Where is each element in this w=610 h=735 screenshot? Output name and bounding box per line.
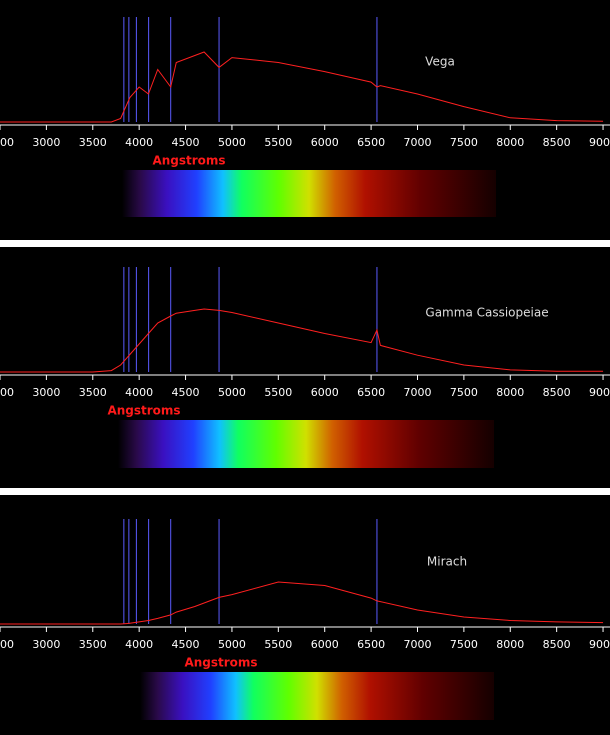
- x-tick-label: 4500: [172, 136, 200, 149]
- x-tick-label: 3000: [32, 136, 60, 149]
- x-tick-label: 8500: [543, 386, 571, 399]
- x-tick-label: 9000: [589, 386, 610, 399]
- x-tick-label: 8500: [543, 136, 571, 149]
- x-tick-label: 3500: [79, 386, 107, 399]
- spectrum-line: [0, 581, 604, 625]
- x-axis-label: Angstroms: [152, 154, 225, 168]
- x-tick-label: 3000: [32, 386, 60, 399]
- x-tick-label: 8000: [496, 386, 524, 399]
- x-tick-label: 9000: [589, 638, 610, 651]
- spectrum-line: [0, 308, 604, 373]
- spectrum-strip: [122, 170, 496, 217]
- x-tick-label: 7500: [450, 386, 478, 399]
- spectrum-line: [0, 51, 604, 123]
- x-tick-label: 4000: [125, 386, 153, 399]
- spectrum-strip: [140, 672, 494, 720]
- chart-title: Vega: [425, 55, 455, 69]
- x-tick-label: 5000: [218, 136, 246, 149]
- x-tick-label: 6500: [357, 638, 385, 651]
- x-tick-label: 4500: [172, 386, 200, 399]
- x-tick-label: 5000: [218, 386, 246, 399]
- x-tick-label: 8000: [496, 136, 524, 149]
- separator: [0, 240, 610, 247]
- x-tick-label: 5500: [264, 136, 292, 149]
- x-tick-label: 7500: [450, 638, 478, 651]
- x-tick-label: 6500: [357, 136, 385, 149]
- separator: [0, 488, 610, 495]
- x-tick-label: 4000: [125, 136, 153, 149]
- x-axis-label: Angstroms: [184, 656, 257, 670]
- x-tick-label: 8000: [496, 638, 524, 651]
- x-tick-label: 5000: [218, 638, 246, 651]
- x-tick-label: 6000: [311, 386, 339, 399]
- x-tick-label: 9000: [589, 136, 610, 149]
- x-tick-label: 5500: [264, 638, 292, 651]
- spectrum-strip: [118, 420, 494, 468]
- x-tick-label: 8500: [543, 638, 571, 651]
- x-tick-label: 7500: [450, 136, 478, 149]
- x-tick-label: 6000: [311, 136, 339, 149]
- x-tick-label: 3500: [79, 638, 107, 651]
- x-tick-label: 2500: [0, 136, 14, 149]
- x-tick-label: 6000: [311, 638, 339, 651]
- x-tick-label: 4500: [172, 638, 200, 651]
- x-tick-label: 5500: [264, 386, 292, 399]
- x-tick-label: 4000: [125, 638, 153, 651]
- chart-title: Gamma Cassiopeiae: [425, 306, 548, 320]
- x-tick-label: 6500: [357, 386, 385, 399]
- x-tick-label: 7000: [403, 386, 431, 399]
- x-tick-label: 3500: [79, 136, 107, 149]
- x-axis-label: Angstroms: [107, 404, 180, 418]
- x-tick-label: 3000: [32, 638, 60, 651]
- x-tick-label: 7000: [403, 638, 431, 651]
- x-tick-label: 7000: [403, 136, 431, 149]
- x-tick-label: 2500: [0, 386, 14, 399]
- chart-title: Mirach: [427, 555, 467, 569]
- x-tick-label: 2500: [0, 638, 14, 651]
